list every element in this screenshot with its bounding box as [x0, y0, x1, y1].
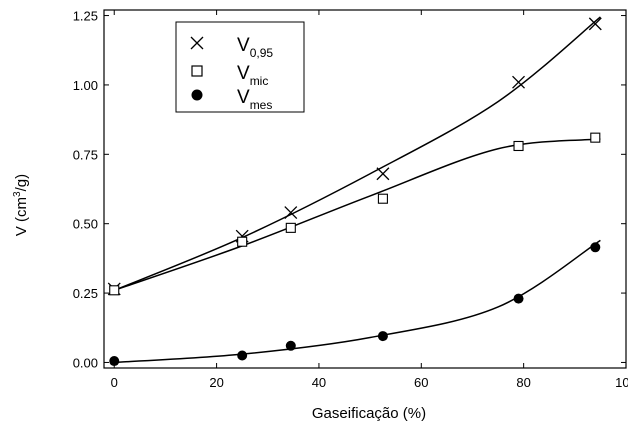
- legend-x-marker-icon: [190, 36, 204, 50]
- data-point-mes: [109, 356, 120, 367]
- y-axis-label-sup: 3: [12, 191, 23, 197]
- x-tick-label: 0: [111, 375, 118, 390]
- data-point-mic: [109, 285, 120, 296]
- data-point-mic: [513, 140, 524, 152]
- x-tick-label: 80: [516, 375, 530, 390]
- y-tick-label: 0.50: [73, 217, 98, 232]
- data-point-mic: [590, 132, 601, 143]
- data-point-095: [376, 167, 390, 181]
- y-axis-label: V (cm3/g): [12, 174, 30, 236]
- data-point-mic: [285, 222, 296, 233]
- data-point-095: [284, 206, 298, 220]
- data-point-mic: [377, 193, 388, 204]
- fit-curve-mes: [114, 239, 601, 364]
- y-tick-label: 0.75: [73, 147, 98, 162]
- data-point-mes: [285, 340, 296, 351]
- x-tick-label: 20: [209, 375, 223, 390]
- fit-curves: [113, 16, 601, 364]
- data-point-mes: [377, 331, 388, 342]
- legend-filled-circle-icon: [191, 89, 203, 101]
- y-tick-label: 0.00: [73, 355, 98, 370]
- legend-item-v095: V0,95: [190, 35, 273, 60]
- x-axis-label: Gaseificação (%): [312, 405, 426, 422]
- x-tick-label: 100: [615, 375, 628, 390]
- plot-area: [103, 9, 627, 369]
- y-axis-label-main: V (cm: [13, 197, 30, 236]
- data-point-mes: [513, 293, 524, 304]
- data-points: [107, 17, 602, 367]
- fit-curve-095: [113, 16, 601, 291]
- legend-label-vmes: Vmes: [237, 87, 272, 112]
- data-point-095: [512, 75, 525, 89]
- data-point-mes: [590, 242, 601, 253]
- legend-label-v095: V0,95: [237, 35, 273, 60]
- y-axis-label-end: /g): [13, 174, 30, 192]
- x-tick-label: 60: [414, 375, 428, 390]
- axis-ticks: 0 20 40 60 80 100 0.00 0.25 0.50 0.75 1.00 1.25: [73, 9, 628, 390]
- data-point-mes: [237, 350, 248, 361]
- data-point-095: [588, 17, 602, 31]
- legend-square-marker-icon: [191, 65, 203, 77]
- legend-item-vmic: Vmic: [191, 63, 268, 88]
- plot-frame: [103, 9, 627, 369]
- data-point-mic: [237, 236, 248, 247]
- y-tick-label: 1.25: [73, 9, 98, 24]
- y-tick-label: 1.00: [73, 78, 98, 93]
- fit-curve-mic: [113, 138, 601, 291]
- legend: V0,95 Vmic Vmes: [175, 21, 305, 113]
- legend-item-vmes: Vmes: [191, 87, 272, 112]
- x-tick-label: 40: [312, 375, 326, 390]
- legend-label-vmic: Vmic: [237, 63, 268, 88]
- y-tick-label: 0.25: [73, 286, 98, 301]
